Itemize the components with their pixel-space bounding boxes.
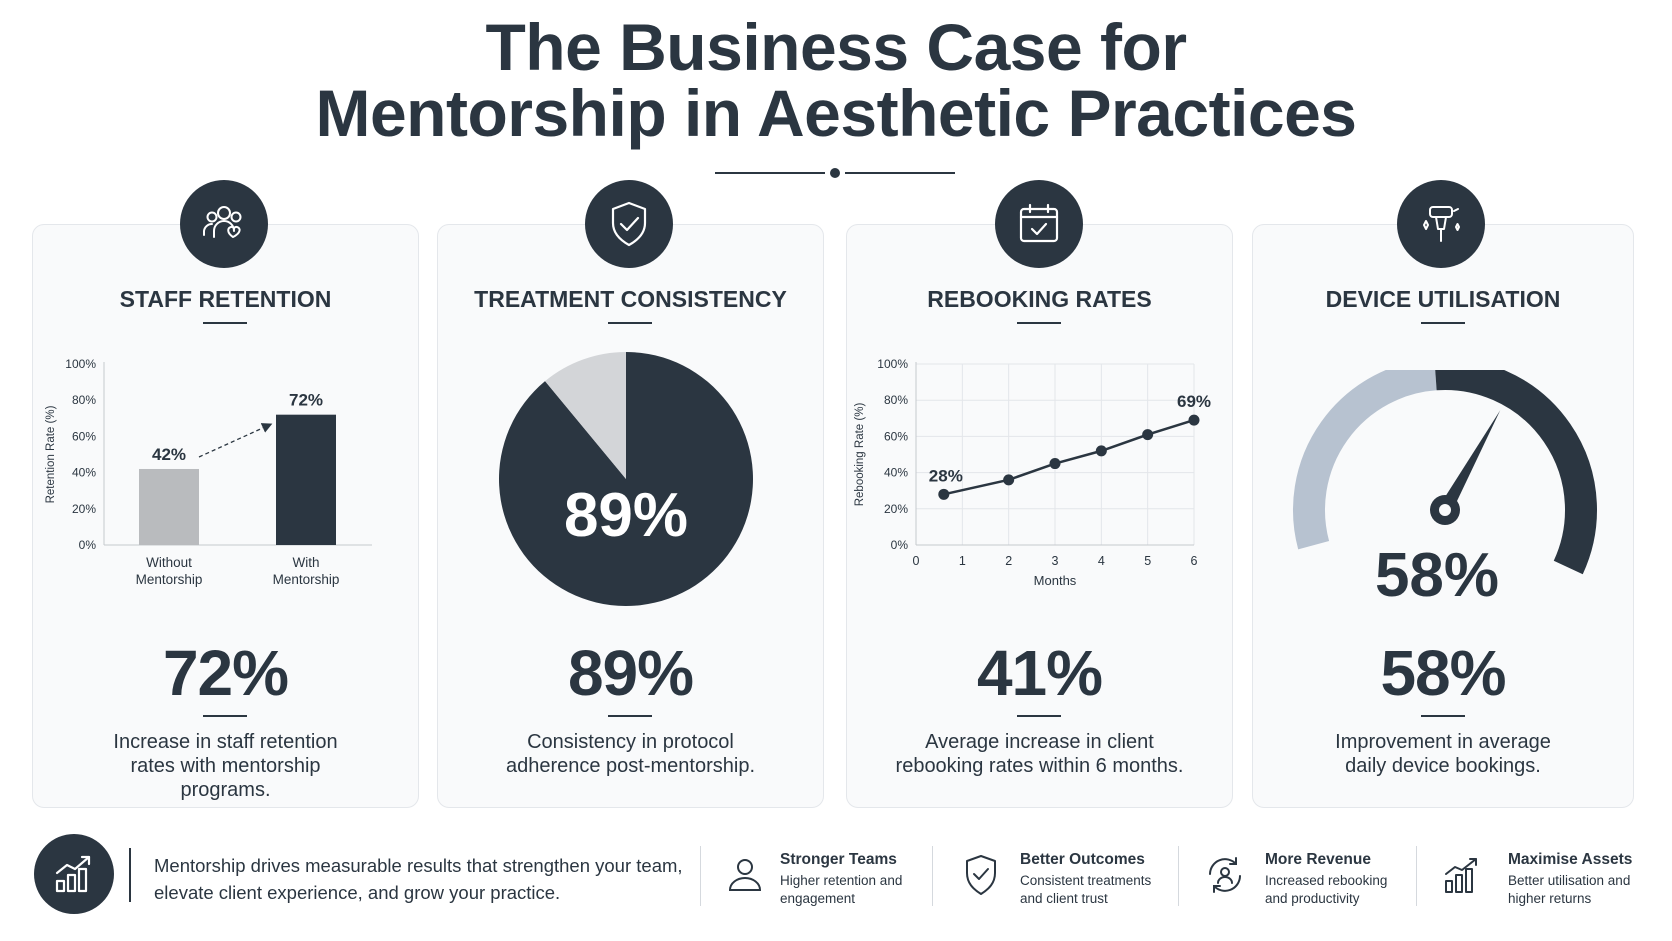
stat-treatment-consistency: 89%	[567, 637, 694, 709]
benefit-title-maximise-assets: Maximise Assets	[1508, 851, 1633, 868]
card-rebooking-rates	[846, 224, 1233, 808]
person-icon	[722, 852, 768, 898]
aesthetic-device-icon	[1397, 180, 1485, 268]
card-title-treatment-consistency: TREATMENT CONSISTENCY	[474, 286, 787, 312]
x-tick-label: Mentorship	[136, 572, 203, 587]
x-axis-label: Months	[1034, 573, 1077, 588]
card-title-rebooking-rates: REBOOKING RATES	[927, 286, 1152, 312]
gauge-arc-light	[1293, 370, 1437, 550]
x-tick-label: 0	[913, 554, 920, 568]
data-point	[1003, 474, 1015, 486]
rebooking-rates-line-chart: 0% 20% 40% 60% 80% 100% 0 1 2 3 4 5 6 Months Rebooking…	[854, 357, 1211, 588]
shield-check-icon	[958, 852, 1004, 898]
data-point	[1142, 429, 1154, 441]
desc-rebooking-rates: Average increase in client rebooking rat…	[895, 731, 1184, 777]
card-title-staff-retention: STAFF RETENTION	[119, 286, 332, 312]
device-utilisation-gauge-chart: 58%	[1293, 370, 1597, 610]
pie-slice	[545, 352, 626, 479]
benefit-title-stronger-teams: Stronger Teams	[780, 851, 897, 868]
stat-rebooking-rates: 41%	[976, 637, 1103, 709]
y-tick-label: 20%	[72, 502, 96, 516]
x-tick-label: 3	[1052, 554, 1059, 568]
stat-staff-retention: 72%	[162, 637, 289, 709]
y-tick-label: 100%	[877, 357, 908, 371]
gauge-arc-dark	[1435, 370, 1597, 575]
treatment-consistency-pie-chart: 89%	[499, 352, 753, 606]
bar-value-label: 42%	[152, 445, 186, 464]
footer-message: Mentorship drives measurable results tha…	[154, 855, 683, 903]
growth-chart-icon	[1440, 852, 1486, 898]
bar	[139, 468, 199, 545]
x-tick-label: 4	[1098, 554, 1105, 568]
title-divider	[715, 168, 955, 178]
benefit-desc-maximise-assets: Better utilisation and higher returns	[1508, 873, 1631, 906]
shield-check-icon	[585, 180, 673, 268]
y-axis-label: Rebooking Rate (%)	[854, 403, 866, 507]
benefit-desc-stronger-teams: Higher retention and engagement	[780, 873, 903, 906]
x-tick-label: 5	[1144, 554, 1151, 568]
x-tick-label: 2	[1005, 554, 1012, 568]
title-line-2: Mentorship in Aesthetic Practices	[315, 76, 1357, 150]
desc-treatment-consistency: Consistency in protocol adherence post-m…	[505, 731, 756, 777]
x-tick-label: 6	[1191, 554, 1198, 568]
gauge-hub-center	[1439, 504, 1451, 516]
people-heart-icon	[180, 180, 268, 268]
gauge-needle	[1438, 410, 1501, 514]
benefit-title-better-outcomes: Better Outcomes	[1020, 851, 1145, 868]
calendar-check-icon	[995, 180, 1083, 268]
y-tick-label: 0%	[891, 538, 909, 552]
page-title: The Business Case for Mentorship in Aest…	[0, 14, 1672, 146]
x-tick-label: Mentorship	[273, 572, 340, 587]
y-tick-label: 60%	[884, 429, 908, 443]
data-label: 69%	[1177, 392, 1211, 411]
bar	[276, 414, 336, 545]
x-tick-label: Without	[146, 555, 192, 570]
benefit-desc-better-outcomes: Consistent treatments and client trust	[1020, 873, 1152, 906]
y-tick-label: 80%	[72, 393, 96, 407]
x-tick-label: With	[293, 555, 320, 570]
y-tick-label: 100%	[65, 357, 96, 371]
card-title-device-utilisation: DEVICE UTILISATION	[1325, 286, 1561, 312]
benefit-title-more-revenue: More Revenue	[1265, 851, 1371, 868]
y-tick-label: 20%	[884, 502, 908, 516]
growth-chart-icon	[34, 834, 114, 914]
bar-value-label: 72%	[289, 391, 323, 410]
data-point	[1095, 445, 1107, 457]
increase-arrow	[198, 423, 273, 458]
data-point	[1188, 414, 1200, 426]
data-point	[938, 488, 950, 500]
desc-device-utilisation: Improvement in average daily device book…	[1335, 731, 1551, 777]
staff-retention-bar-chart: 0% 20% 40% 60% 80% 100% Retention Rate (%) 42% W…	[45, 357, 372, 587]
y-tick-label: 40%	[884, 466, 908, 480]
y-tick-label: 0%	[79, 538, 97, 552]
data-point	[1049, 458, 1061, 470]
title-line-1: The Business Case for	[485, 10, 1187, 84]
series-line	[943, 418, 1195, 496]
y-tick-label: 80%	[884, 393, 908, 407]
card-staff-retention	[32, 224, 419, 808]
cycle-person-icon	[1202, 852, 1248, 898]
y-axis-label: Retention Rate (%)	[45, 405, 57, 503]
data-label: 28%	[929, 466, 963, 485]
x-tick-label: 1	[959, 554, 966, 568]
benefit-desc-more-revenue: Increased rebooking and productivity	[1265, 873, 1388, 906]
pie-center-label: 89%	[564, 481, 688, 550]
stat-device-utilisation: 58%	[1380, 637, 1506, 709]
y-tick-label: 40%	[72, 466, 96, 480]
y-tick-label: 60%	[72, 429, 96, 443]
desc-staff-retention: Increase in staff retention rates with m…	[113, 731, 338, 801]
gauge-center-label: 58%	[1375, 541, 1499, 610]
